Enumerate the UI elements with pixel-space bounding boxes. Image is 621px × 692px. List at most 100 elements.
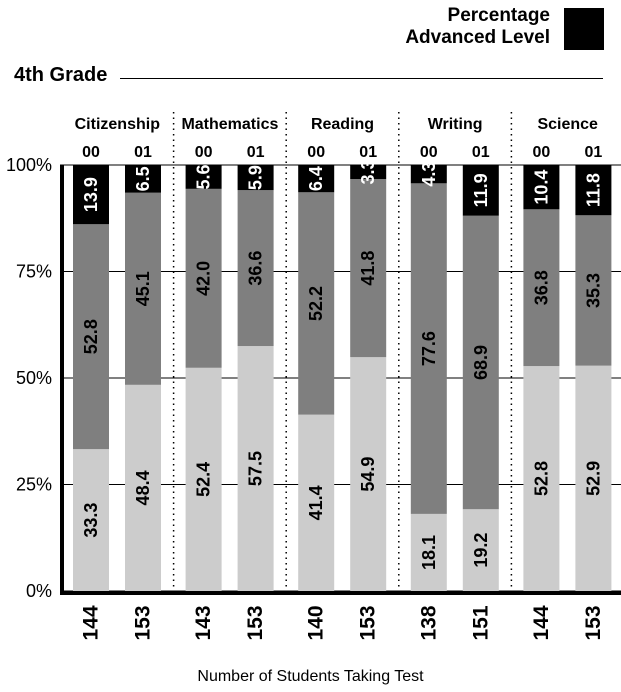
bar-segment	[523, 165, 560, 210]
y-tick-label: 100%	[6, 155, 52, 175]
bar-segment	[237, 346, 274, 591]
bar-value-label: 52.9	[583, 461, 603, 496]
bar-value-label: 57.5	[246, 451, 266, 486]
legend-label-line2: Advanced Level	[405, 27, 550, 48]
legend-label: Percentage Advanced Level	[405, 5, 550, 49]
student-count-label: 144	[530, 605, 553, 640]
bar-value-label: 41.8	[358, 251, 378, 286]
year-label: 01	[247, 144, 265, 161]
student-count-label: 151	[469, 605, 492, 640]
x-axis-line	[60, 591, 621, 595]
bar-segment	[125, 384, 161, 591]
bar-value-label: 42.0	[194, 261, 214, 296]
year-label: 00	[307, 144, 325, 161]
bar-segment	[73, 449, 109, 591]
bar-value-label: 13.9	[81, 177, 101, 212]
grade-title: 4th Grade	[14, 64, 108, 86]
bar-segment	[410, 165, 447, 184]
bar-segment	[298, 192, 335, 415]
x-axis-footer: Number of Students Taking Test	[197, 668, 424, 685]
bar-value-label: 3.3	[358, 160, 378, 185]
bar-value-label: 4.3	[419, 162, 439, 187]
bar-segment	[125, 165, 161, 193]
y-tick-label: 0%	[26, 581, 52, 601]
bar-segment	[185, 367, 222, 591]
year-label: 00	[533, 144, 551, 161]
bar-segment	[298, 414, 335, 591]
subject-header: Science	[537, 116, 598, 133]
bar-segment	[575, 365, 612, 591]
bar-segment	[73, 165, 109, 225]
bar-value-label: 52.8	[531, 461, 551, 496]
bar-segment	[298, 165, 335, 193]
student-count-label: 138	[417, 605, 440, 640]
bar-segment	[462, 509, 499, 591]
student-count-label: 140	[305, 605, 328, 640]
bar-value-label: 52.2	[306, 286, 326, 321]
student-count-label: 153	[582, 605, 605, 640]
year-label: 00	[420, 144, 438, 161]
bar-segment	[237, 165, 274, 191]
subject-header: Citizenship	[75, 116, 161, 133]
y-tick-label: 25%	[16, 475, 52, 495]
bar-segment	[185, 165, 222, 189]
bar-segment	[350, 179, 387, 358]
bar-value-label: 35.3	[583, 273, 603, 308]
subject-header: Reading	[311, 116, 374, 133]
year-label: 01	[585, 144, 603, 161]
legend-swatch	[564, 8, 604, 50]
bar-segment	[523, 366, 560, 591]
y-tick-label: 75%	[16, 262, 52, 282]
bar-segment	[350, 165, 387, 180]
bar-value-label: 10.4	[531, 170, 551, 205]
bar-value-label: 52.8	[81, 319, 101, 354]
bar-segment	[73, 224, 109, 450]
student-count-label: 153	[132, 605, 155, 640]
bar-value-label: 77.6	[419, 331, 439, 366]
legend-label-line1: Percentage	[447, 5, 550, 26]
bar-value-label: 11.9	[471, 173, 491, 207]
y-axis-line	[60, 165, 64, 595]
bar-value-label: 68.9	[471, 345, 491, 380]
bar-value-label: 41.4	[306, 485, 326, 520]
year-label: 01	[134, 144, 152, 161]
bar-value-label: 6.5	[133, 166, 153, 191]
student-count-label: 153	[357, 605, 380, 640]
bar-value-label: 19.2	[471, 533, 491, 568]
bar-segment	[125, 192, 161, 385]
bar-segment	[575, 215, 612, 366]
bar-value-label: 11.8	[583, 173, 603, 207]
subject-header: Mathematics	[181, 116, 278, 133]
bar-segment	[237, 190, 274, 347]
bar-segment	[462, 215, 499, 510]
bar-value-label: 36.8	[531, 270, 551, 305]
bar-segment	[575, 165, 612, 216]
bar-value-label: 5.6	[194, 164, 214, 189]
year-label: 00	[82, 144, 100, 161]
year-label: 01	[359, 144, 377, 161]
bar-value-label: 18.1	[419, 535, 439, 570]
bar-segment	[462, 165, 499, 216]
grade-title-rule	[120, 78, 603, 79]
year-label: 01	[472, 144, 490, 161]
bar-segment	[410, 183, 447, 514]
bar-value-label: 45.1	[133, 271, 153, 306]
bar-value-label: 36.6	[246, 251, 266, 286]
bar-value-label: 52.4	[194, 462, 214, 497]
student-count-label: 143	[192, 605, 215, 640]
student-count-label: 153	[244, 605, 267, 640]
bar-segment	[185, 188, 222, 368]
bar-value-label: 54.9	[358, 457, 378, 492]
student-count-label: 144	[80, 605, 103, 640]
bar-segment	[410, 513, 447, 591]
subject-header: Writing	[428, 116, 483, 133]
bar-value-label: 33.3	[81, 503, 101, 538]
bar-value-label: 5.9	[246, 165, 266, 190]
bar-value-label: 48.4	[133, 470, 153, 505]
bar-segment	[523, 209, 560, 367]
bar-value-label: 6.4	[306, 166, 326, 191]
year-label: 00	[195, 144, 213, 161]
bar-segment	[350, 357, 387, 591]
y-tick-label: 50%	[16, 368, 52, 388]
